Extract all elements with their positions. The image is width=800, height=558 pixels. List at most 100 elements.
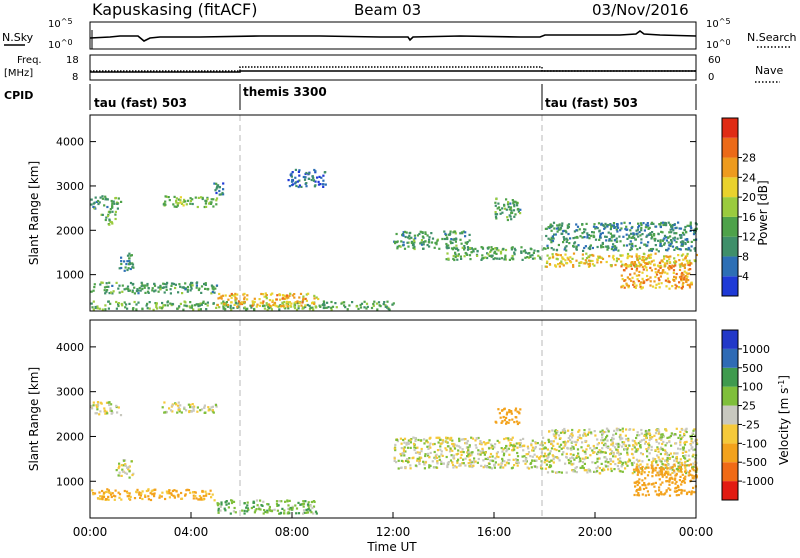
power-cell — [135, 303, 138, 306]
power-cell — [606, 248, 609, 251]
velocity-cell — [605, 436, 608, 439]
velocity-cell — [605, 427, 609, 430]
velocity-cell — [635, 468, 638, 471]
power-region-14 — [620, 261, 693, 290]
nsky-tick-bottom: 10^0 — [48, 38, 73, 51]
velocity-cell — [499, 416, 502, 419]
velocity-cell — [635, 443, 638, 446]
velocity-cell — [490, 446, 493, 449]
power-cell — [589, 259, 592, 262]
nave-label: Nave — [755, 64, 783, 77]
velocity-cell — [639, 440, 642, 443]
power-region-5 — [90, 281, 219, 295]
power-cell — [470, 251, 473, 254]
power-cell — [286, 294, 289, 297]
power-cell — [591, 259, 594, 263]
velocity-cell — [625, 462, 628, 465]
power-cell — [135, 308, 138, 311]
power-cell — [642, 281, 646, 284]
power-cell — [689, 283, 692, 286]
velocity-cell — [482, 466, 485, 469]
power-cell — [179, 201, 182, 204]
power-cell — [454, 240, 457, 243]
power-cell — [408, 234, 411, 237]
power-cell — [505, 208, 508, 211]
power-cell — [377, 301, 381, 304]
velocity-cell — [107, 489, 110, 492]
power-cell — [317, 183, 321, 186]
velocity-cell — [680, 437, 683, 440]
velocity-cell — [661, 433, 664, 436]
velocity-cell — [456, 460, 459, 463]
power-cell — [195, 286, 198, 289]
velocity-cell — [445, 436, 448, 439]
power-cell — [469, 247, 472, 250]
velocity-cell — [118, 465, 121, 468]
power-cell — [405, 231, 408, 234]
power-cell — [628, 222, 631, 225]
power-cell — [693, 247, 696, 250]
velocity-cell — [283, 509, 286, 512]
velocity-cell — [220, 503, 223, 506]
velocity-cell — [503, 460, 506, 463]
velocity-cell — [256, 504, 259, 507]
velocity-cell — [596, 465, 600, 468]
power-cell — [226, 303, 230, 307]
power-cell — [325, 306, 328, 309]
velocity-cell — [654, 490, 657, 493]
power-colorbar-bin — [722, 216, 738, 237]
power-cell — [676, 247, 679, 250]
power-cell — [273, 301, 276, 304]
power-cell — [550, 247, 553, 250]
power-cell — [215, 306, 218, 309]
velocity-cell — [612, 433, 615, 436]
velocity-cell — [670, 444, 673, 447]
velocity-cell — [194, 494, 197, 498]
power-cell — [544, 227, 547, 230]
power-cell — [625, 265, 628, 268]
velocity-cell — [650, 467, 653, 470]
velocity-colorbar-bin — [722, 405, 738, 425]
power-cell — [311, 306, 314, 309]
velocity-cell — [416, 446, 419, 449]
velocity-cell — [515, 442, 518, 445]
power-cell — [677, 254, 680, 257]
power-cell — [179, 199, 182, 202]
velocity-cell — [200, 496, 203, 499]
power-cell — [609, 232, 612, 235]
power-cell — [538, 256, 542, 259]
power-cell — [200, 303, 203, 306]
velocity-data-layer — [90, 401, 699, 515]
velocity-cell — [669, 452, 672, 455]
power-cell — [644, 262, 647, 265]
velocity-cell — [105, 401, 109, 404]
velocity-cell — [219, 509, 222, 512]
velocity-cell — [510, 444, 513, 447]
velocity-cell — [665, 489, 668, 492]
velocity-cell — [633, 440, 636, 443]
velocity-cell — [654, 458, 657, 461]
velocity-cell — [501, 457, 504, 460]
power-cell — [117, 197, 120, 200]
power-cell — [684, 248, 688, 251]
power-cell — [249, 304, 252, 307]
power-cell — [512, 202, 515, 205]
velocity-cell — [176, 404, 180, 407]
velocity-cell — [620, 465, 623, 468]
power-cell — [309, 306, 312, 309]
velocity-cell — [482, 459, 485, 462]
power-cell — [547, 237, 550, 240]
power-cell — [647, 227, 650, 230]
power-cell — [267, 305, 270, 308]
velocity-cell — [128, 470, 131, 473]
velocity-cell — [679, 470, 682, 473]
power-cell — [348, 304, 351, 307]
nsky-label: N.Sky — [2, 31, 34, 44]
velocity-colorbar-bin — [722, 462, 738, 482]
velocity-cell — [124, 463, 127, 466]
velocity-cell — [665, 476, 668, 479]
velocity-cell — [589, 447, 592, 450]
velocity-cell — [567, 440, 570, 443]
power-cell — [282, 304, 285, 307]
power-cell — [422, 236, 425, 239]
